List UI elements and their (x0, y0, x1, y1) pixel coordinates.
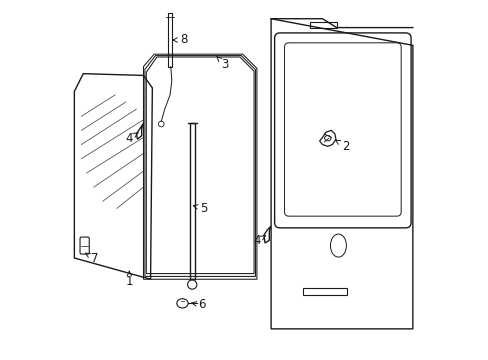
Text: 5: 5 (193, 202, 207, 215)
Text: 4: 4 (252, 234, 265, 247)
Text: 1: 1 (125, 271, 133, 288)
Text: 8: 8 (173, 33, 187, 46)
Text: 7: 7 (85, 252, 99, 265)
Text: 2: 2 (335, 140, 349, 153)
Text: 3: 3 (216, 57, 228, 71)
Text: 6: 6 (191, 298, 205, 311)
Text: 4: 4 (125, 132, 138, 145)
